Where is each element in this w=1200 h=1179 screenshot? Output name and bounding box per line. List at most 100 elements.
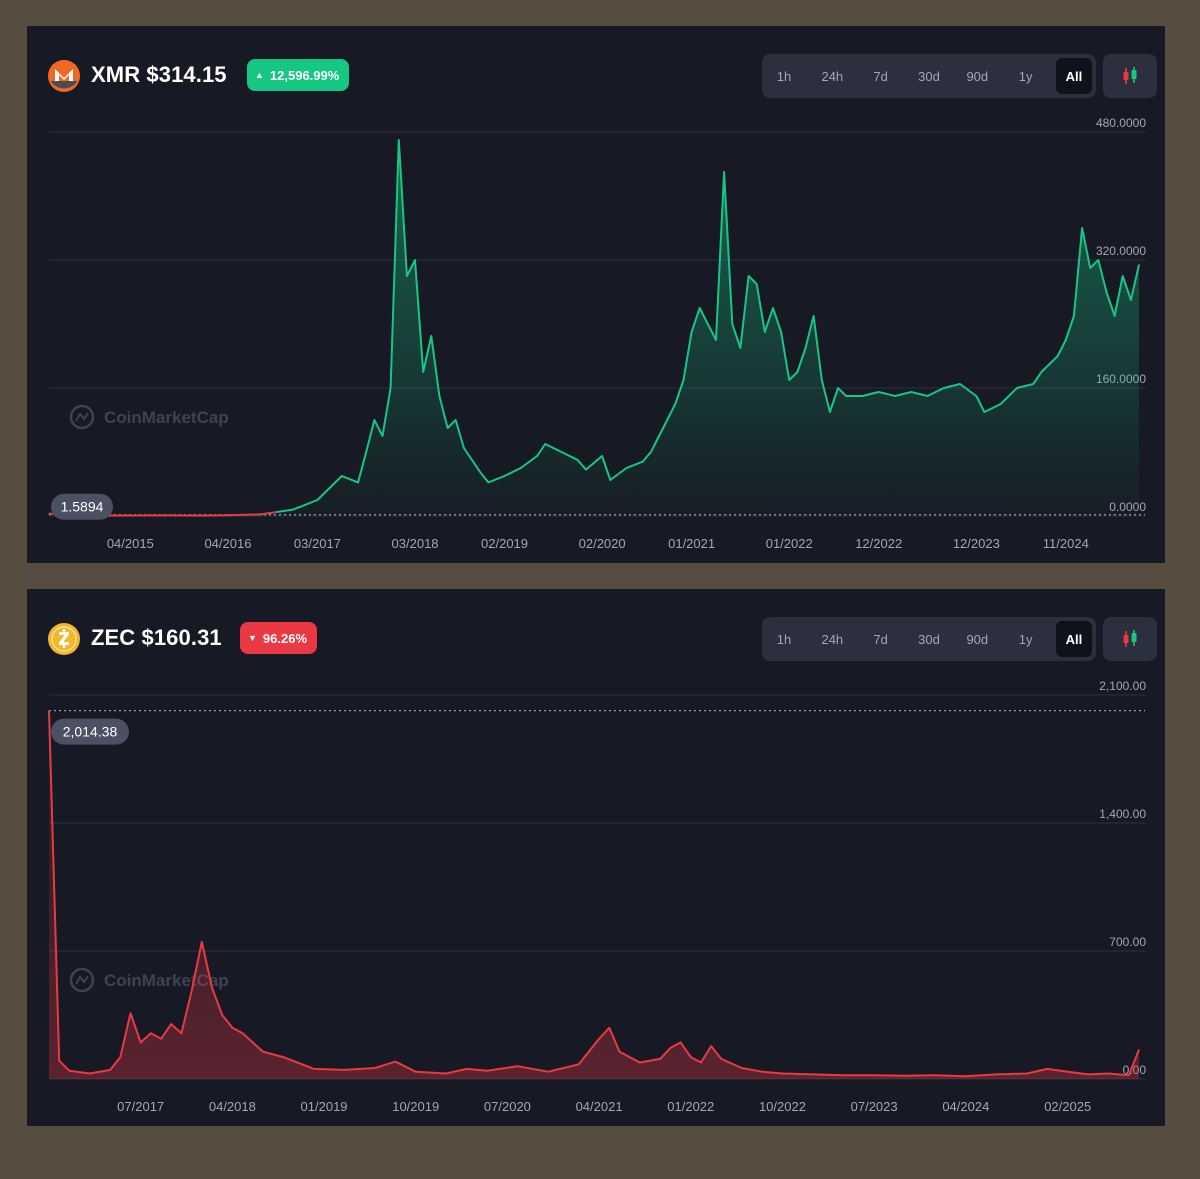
data-point — [414, 259, 416, 261]
data-point — [1016, 387, 1018, 389]
data-point — [139, 1041, 142, 1044]
data-point — [422, 371, 425, 373]
data-point — [516, 1065, 519, 1067]
data-point — [547, 1070, 549, 1073]
data-point — [842, 1074, 845, 1077]
tab-90d[interactable]: 90d — [966, 68, 989, 84]
data-point — [536, 455, 538, 457]
tab-1y[interactable]: 1y — [1018, 631, 1033, 647]
data-point — [479, 471, 481, 473]
x-axis-tick-label: 01/2022 — [766, 536, 813, 551]
x-axis-tick-label: 07/2023 — [851, 1099, 898, 1114]
data-point — [804, 347, 807, 349]
zcash-icon — [48, 623, 80, 655]
data-point — [576, 459, 579, 461]
data-point — [1026, 1072, 1028, 1075]
x-axis-tick-label: 04/2024 — [942, 1099, 989, 1114]
data-point — [1087, 1073, 1089, 1076]
start-price-label-bg — [51, 718, 129, 745]
x-axis-tick-label: 07/2017 — [117, 1099, 164, 1114]
y-axis-tick-label: 1,400.00 — [1099, 807, 1146, 821]
tab-all[interactable]: All — [1055, 58, 1092, 94]
data-point — [381, 435, 384, 437]
candlestick-toggle-button[interactable] — [1103, 54, 1157, 98]
data-point — [715, 339, 717, 341]
data-point — [373, 419, 376, 421]
data-point — [608, 1027, 611, 1029]
chart-panel-zec: 2,100.001,400.00700.000.00CoinMarketCap2… — [27, 589, 1165, 1126]
data-point — [690, 1056, 692, 1058]
data-point — [1113, 315, 1116, 317]
data-point — [710, 1045, 712, 1047]
change-badge: ▼ 96.26% — [240, 622, 318, 654]
price-chart-xmr[interactable]: 480.0000320.0000160.00000.0000CoinMarket… — [27, 26, 1165, 563]
data-point — [227, 514, 229, 516]
tab-1y[interactable]: 1y — [1018, 68, 1033, 84]
data-point — [723, 171, 725, 173]
data-point — [812, 1073, 814, 1076]
data-point — [129, 514, 132, 517]
tab-all[interactable]: All — [1055, 621, 1092, 657]
data-point — [965, 1075, 967, 1078]
data-point — [190, 990, 193, 992]
data-point — [1032, 383, 1035, 385]
data-point — [739, 347, 742, 349]
down-arrow-icon: ▼ — [248, 633, 257, 643]
data-point — [48, 512, 50, 515]
tab-1h[interactable]: 1h — [776, 68, 792, 84]
change-badge: ▲ 12,596.99% — [247, 59, 350, 91]
data-point — [162, 514, 164, 517]
data-point — [861, 395, 864, 397]
data-point — [1066, 1070, 1069, 1073]
data-point — [690, 331, 693, 333]
tab-7d[interactable]: 7d — [873, 631, 888, 647]
data-point — [58, 1059, 60, 1062]
x-axis-tick-label: 10/2022 — [759, 1099, 806, 1114]
data-point — [1107, 1072, 1110, 1075]
chart-panel-xmr: 480.0000320.0000160.00000.0000CoinMarket… — [27, 26, 1165, 563]
tab-1h[interactable]: 1h — [776, 631, 792, 647]
candlestick-icon — [1123, 630, 1137, 647]
x-axis-tick-label: 01/2021 — [668, 536, 715, 551]
coin-price-title: XMR $314.15 — [91, 62, 227, 87]
data-point — [903, 1074, 906, 1077]
tab-30d[interactable]: 30d — [918, 631, 940, 647]
data-point — [465, 1068, 468, 1070]
data-point — [1121, 275, 1124, 277]
tab-30d[interactable]: 30d — [918, 68, 940, 84]
data-point — [221, 1014, 223, 1016]
data-point — [943, 387, 945, 389]
tab-24h[interactable]: 24h — [821, 631, 844, 647]
time-range-tabs: 1h 24h 7d 30d 90d 1y All — [762, 617, 1096, 661]
data-point — [598, 1038, 600, 1040]
candlestick-toggle-button[interactable] — [1103, 617, 1157, 661]
data-point — [276, 511, 278, 513]
data-point — [845, 395, 847, 397]
data-point — [406, 275, 408, 277]
tab-7d[interactable]: 7d — [873, 68, 888, 84]
data-point — [1056, 355, 1059, 357]
data-point — [1097, 259, 1100, 261]
data-point — [374, 1067, 376, 1069]
data-point — [772, 307, 774, 309]
x-axis-tick-label: 11/2024 — [1043, 536, 1089, 551]
y-axis-tick-label: 480.0000 — [1096, 116, 1146, 130]
data-point — [398, 139, 400, 141]
price-line — [48, 710, 1140, 1078]
data-point — [332, 483, 335, 485]
data-point — [780, 331, 782, 333]
coinmarketcap-logo-mark — [75, 412, 89, 422]
data-point — [747, 275, 750, 277]
start-price-label: 2,014.38 — [63, 724, 118, 740]
data-point — [211, 986, 213, 989]
coinmarketcap-logo-mark — [75, 975, 89, 985]
price-chart-zec[interactable]: 2,100.001,400.00700.000.00CoinMarketCap2… — [27, 589, 1165, 1126]
coinmarketcap-logo-icon — [69, 404, 95, 430]
coinmarketcap-watermark: CoinMarketCap — [69, 404, 229, 430]
data-point — [698, 307, 701, 309]
data-point — [983, 411, 986, 413]
data-point — [650, 451, 652, 453]
data-point — [180, 1032, 183, 1035]
tab-90d[interactable]: 90d — [966, 631, 989, 647]
tab-24h[interactable]: 24h — [821, 68, 844, 84]
